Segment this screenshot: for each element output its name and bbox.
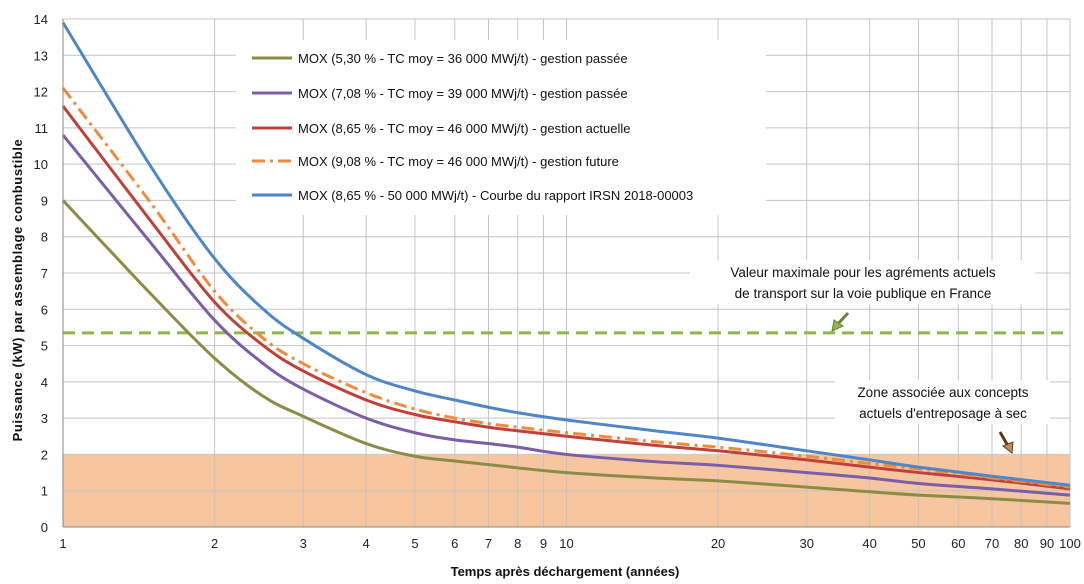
reference-annotation-line2: de transport sur la voie publique en Fra… xyxy=(735,286,992,301)
reference-annotation-background xyxy=(690,260,1035,304)
legend-label: MOX (8,65 % - 50 000 MWj/t) - Courbe du … xyxy=(298,188,693,203)
x-tick-label: 30 xyxy=(799,536,813,551)
x-tick-label: 8 xyxy=(514,536,521,551)
x-tick-label: 5 xyxy=(411,536,418,551)
x-tick-label: 40 xyxy=(862,536,876,551)
x-axis-title: Temps après déchargement (années) xyxy=(451,564,680,579)
y-tick-label: 11 xyxy=(35,121,49,136)
x-tick-label: 20 xyxy=(711,536,725,551)
series-line-3 xyxy=(61,105,1071,491)
y-tick-label: 7 xyxy=(41,266,48,281)
x-tick-label: 80 xyxy=(1014,536,1028,551)
x-tick-label: 2 xyxy=(211,536,218,551)
legend-label: MOX (7,08 % - TC moy = 39 000 MWj/t) - g… xyxy=(298,86,628,101)
y-tick-label: 5 xyxy=(41,339,48,354)
x-tick-label: 70 xyxy=(985,536,999,551)
legend-label: MOX (9,08 % - TC moy = 46 000 MWj/t) - g… xyxy=(298,154,619,169)
reference-arrow-icon xyxy=(831,311,850,332)
x-tick-label: 4 xyxy=(363,536,370,551)
y-tick-label: 13 xyxy=(34,48,48,63)
y-tick-label: 4 xyxy=(41,375,48,390)
zone-annotation-background xyxy=(835,380,1050,424)
y-tick-label: 0 xyxy=(41,520,48,535)
x-tick-label: 7 xyxy=(485,536,492,551)
x-tick-label: 9 xyxy=(540,536,547,551)
series-lines xyxy=(61,21,1071,505)
x-tick-label: 6 xyxy=(451,536,458,551)
series-line-2 xyxy=(61,134,1071,497)
zone-arrow-icon xyxy=(998,431,1014,454)
reference-annotation-line1: Valeur maximale pour les agréments actue… xyxy=(730,265,996,280)
zone-annotation-line1: Zone associée aux concepts xyxy=(857,385,1028,400)
series-line-4 xyxy=(61,87,1071,489)
y-tick-label: 2 xyxy=(41,447,48,462)
legend-label: MOX (5,30 % - TC moy = 36 000 MWj/t) - g… xyxy=(298,51,628,66)
x-tick-label: 10 xyxy=(559,536,573,551)
legend: MOX (5,30 % - TC moy = 36 000 MWj/t) - g… xyxy=(252,51,693,203)
x-tick-label: 60 xyxy=(951,536,965,551)
zone-annotation-line2: actuels d'entreposage à sec xyxy=(859,406,1027,421)
y-tick-label: 10 xyxy=(34,157,48,172)
axes xyxy=(62,19,1070,528)
series-line-1 xyxy=(61,199,1071,505)
series-line-5 xyxy=(61,21,1071,487)
y-axis-title: Puissance (kW) par assemblage combustibl… xyxy=(10,139,25,442)
y-tick-label: 6 xyxy=(41,302,48,317)
x-tick-label: 90 xyxy=(1040,536,1054,551)
tick-labels: 1 2 3 4 5 6 7 8 9 10 20 30 40 50 60 70 80 90 1000123456789… xyxy=(34,12,1081,551)
y-tick-label: 9 xyxy=(41,193,48,208)
y-tick-label: 14 xyxy=(34,12,48,27)
legend-background xyxy=(236,40,766,215)
x-tick-label: 1 xyxy=(59,536,66,551)
y-tick-label: 12 xyxy=(34,85,48,100)
y-tick-label: 3 xyxy=(41,411,48,426)
y-tick-label: 1 xyxy=(41,484,48,499)
y-tick-label: 8 xyxy=(41,230,48,245)
legend-label: MOX (8,65 % - TC moy = 46 000 MWj/t) - g… xyxy=(298,121,630,136)
x-tick-label: 50 xyxy=(911,536,925,551)
x-tick-label: 100 xyxy=(1059,536,1081,551)
x-tick-label: 3 xyxy=(300,536,307,551)
